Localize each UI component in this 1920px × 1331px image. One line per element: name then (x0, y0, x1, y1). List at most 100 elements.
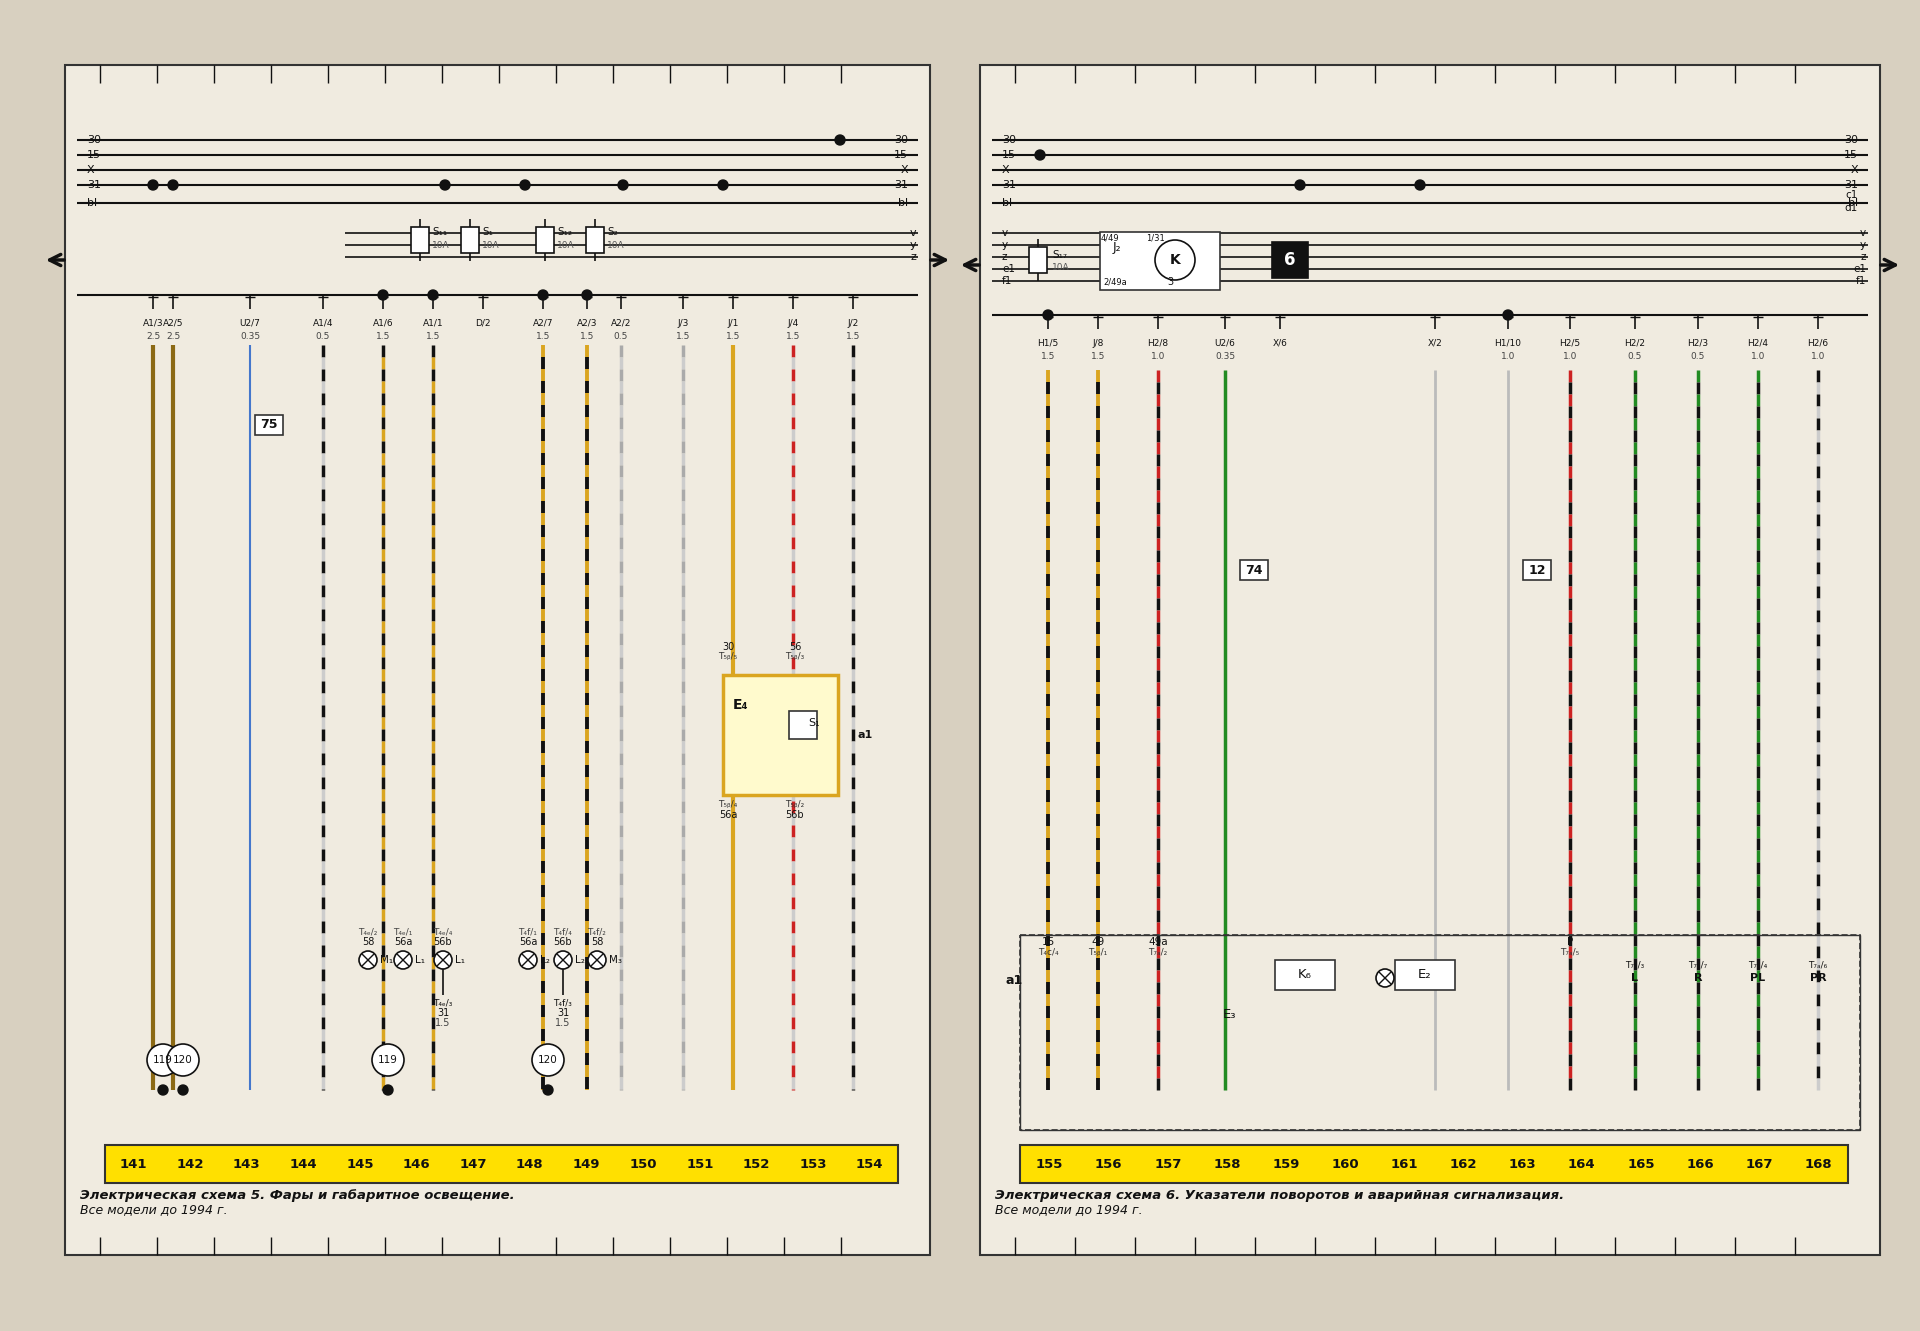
Text: bl: bl (1002, 198, 1012, 208)
Text: 163: 163 (1509, 1158, 1536, 1170)
Bar (1275, 960, 1334, 990)
Text: 1.5: 1.5 (436, 1018, 451, 1028)
Text: 145: 145 (346, 1158, 374, 1170)
Bar (1100, 232, 1219, 290)
Circle shape (359, 952, 376, 969)
Text: X: X (900, 165, 908, 174)
Text: 1.0: 1.0 (1501, 351, 1515, 361)
Text: 167: 167 (1745, 1158, 1772, 1170)
Bar (1029, 248, 1046, 273)
Circle shape (543, 1085, 553, 1095)
Bar (1240, 560, 1267, 580)
Text: 75: 75 (261, 418, 278, 431)
Text: T₇ₐ/₃: T₇ₐ/₃ (1626, 961, 1645, 969)
Text: 0.5: 0.5 (315, 331, 330, 341)
Text: 150: 150 (630, 1158, 657, 1170)
Text: E₄: E₄ (733, 697, 749, 712)
Text: L₁: L₁ (455, 956, 465, 965)
Text: z: z (1860, 252, 1866, 262)
Text: 56a: 56a (718, 811, 737, 820)
Text: 31: 31 (1002, 180, 1016, 190)
Text: 1.5: 1.5 (1041, 351, 1056, 361)
Text: 1.5: 1.5 (555, 1018, 570, 1028)
Text: 1.5: 1.5 (676, 331, 689, 341)
Text: 2.5: 2.5 (165, 331, 180, 341)
Text: X/6: X/6 (1273, 339, 1288, 347)
Text: 153: 153 (799, 1158, 828, 1170)
Text: 154: 154 (856, 1158, 883, 1170)
Text: T₇ₐ/₅: T₇ₐ/₅ (1561, 948, 1580, 957)
Bar (586, 228, 605, 253)
Circle shape (148, 1044, 179, 1075)
Circle shape (835, 134, 845, 145)
Circle shape (1415, 180, 1425, 190)
Text: Все модели до 1994 г.: Все модели до 1994 г. (995, 1203, 1142, 1217)
Circle shape (538, 290, 547, 299)
Circle shape (440, 180, 449, 190)
Text: J/4: J/4 (787, 319, 799, 327)
Text: R: R (1693, 973, 1703, 984)
Text: A2/3: A2/3 (576, 319, 597, 327)
Bar (461, 228, 478, 253)
Text: U2/6: U2/6 (1215, 339, 1235, 347)
Text: 56b: 56b (434, 937, 453, 946)
Text: A1/3: A1/3 (142, 319, 163, 327)
Circle shape (394, 952, 413, 969)
Text: 10A: 10A (557, 241, 574, 249)
Text: T₄f/₂: T₄f/₂ (588, 928, 607, 937)
Bar (1020, 1145, 1847, 1183)
Text: A1/4: A1/4 (313, 319, 334, 327)
Text: 1.5: 1.5 (426, 331, 440, 341)
Text: 6: 6 (1284, 252, 1296, 269)
Text: Электрическая схема 5. Фары и габаритное освещение.: Электрическая схема 5. Фары и габаритное… (81, 1189, 515, 1202)
Text: 31: 31 (86, 180, 102, 190)
Circle shape (582, 290, 591, 299)
Text: L₂: L₂ (540, 956, 549, 965)
Text: v: v (1002, 228, 1008, 238)
Text: 152: 152 (743, 1158, 770, 1170)
Text: 10A: 10A (482, 241, 499, 249)
Circle shape (378, 290, 388, 299)
Text: y: y (1002, 240, 1008, 250)
Circle shape (169, 180, 179, 190)
Bar (1396, 960, 1455, 990)
Text: 15: 15 (895, 150, 908, 160)
Text: D/2: D/2 (476, 319, 492, 327)
Text: 1.5: 1.5 (536, 331, 551, 341)
Text: H2/2: H2/2 (1624, 339, 1645, 347)
Text: H2/3: H2/3 (1688, 339, 1709, 347)
Text: 0.35: 0.35 (240, 331, 259, 341)
Text: H2/6: H2/6 (1807, 339, 1828, 347)
Text: 119: 119 (378, 1055, 397, 1065)
Bar (1020, 934, 1860, 1130)
Text: 144: 144 (290, 1158, 317, 1170)
Text: 10A: 10A (1052, 262, 1069, 272)
Text: 10A: 10A (432, 241, 449, 249)
Text: J/2: J/2 (847, 319, 858, 327)
Text: 141: 141 (119, 1158, 148, 1170)
Text: 158: 158 (1213, 1158, 1240, 1170)
Circle shape (167, 1044, 200, 1075)
Text: T₄c/₄: T₄c/₄ (1037, 948, 1058, 957)
Text: T₄ₑ/₄: T₄ₑ/₄ (434, 928, 453, 937)
Text: f1: f1 (1855, 276, 1866, 286)
Text: 15: 15 (1843, 150, 1859, 160)
Text: M₃: M₃ (609, 956, 622, 965)
Text: 49: 49 (1091, 937, 1104, 946)
Text: 1.0: 1.0 (1563, 351, 1576, 361)
Text: 15: 15 (1002, 150, 1016, 160)
Text: 160: 160 (1331, 1158, 1359, 1170)
Text: 142: 142 (177, 1158, 204, 1170)
Text: U2/7: U2/7 (240, 319, 261, 327)
Text: 30: 30 (1002, 134, 1016, 145)
Circle shape (520, 180, 530, 190)
Circle shape (1043, 310, 1052, 319)
Text: 1.5: 1.5 (580, 331, 593, 341)
Circle shape (428, 290, 438, 299)
Text: A2/5: A2/5 (163, 319, 182, 327)
Text: d1: d1 (1845, 204, 1859, 213)
Text: 1.5: 1.5 (726, 331, 741, 341)
Text: T₅ᵦ/₃: T₅ᵦ/₃ (785, 652, 804, 662)
Text: e1: e1 (1002, 264, 1016, 274)
Text: 56: 56 (789, 642, 801, 652)
